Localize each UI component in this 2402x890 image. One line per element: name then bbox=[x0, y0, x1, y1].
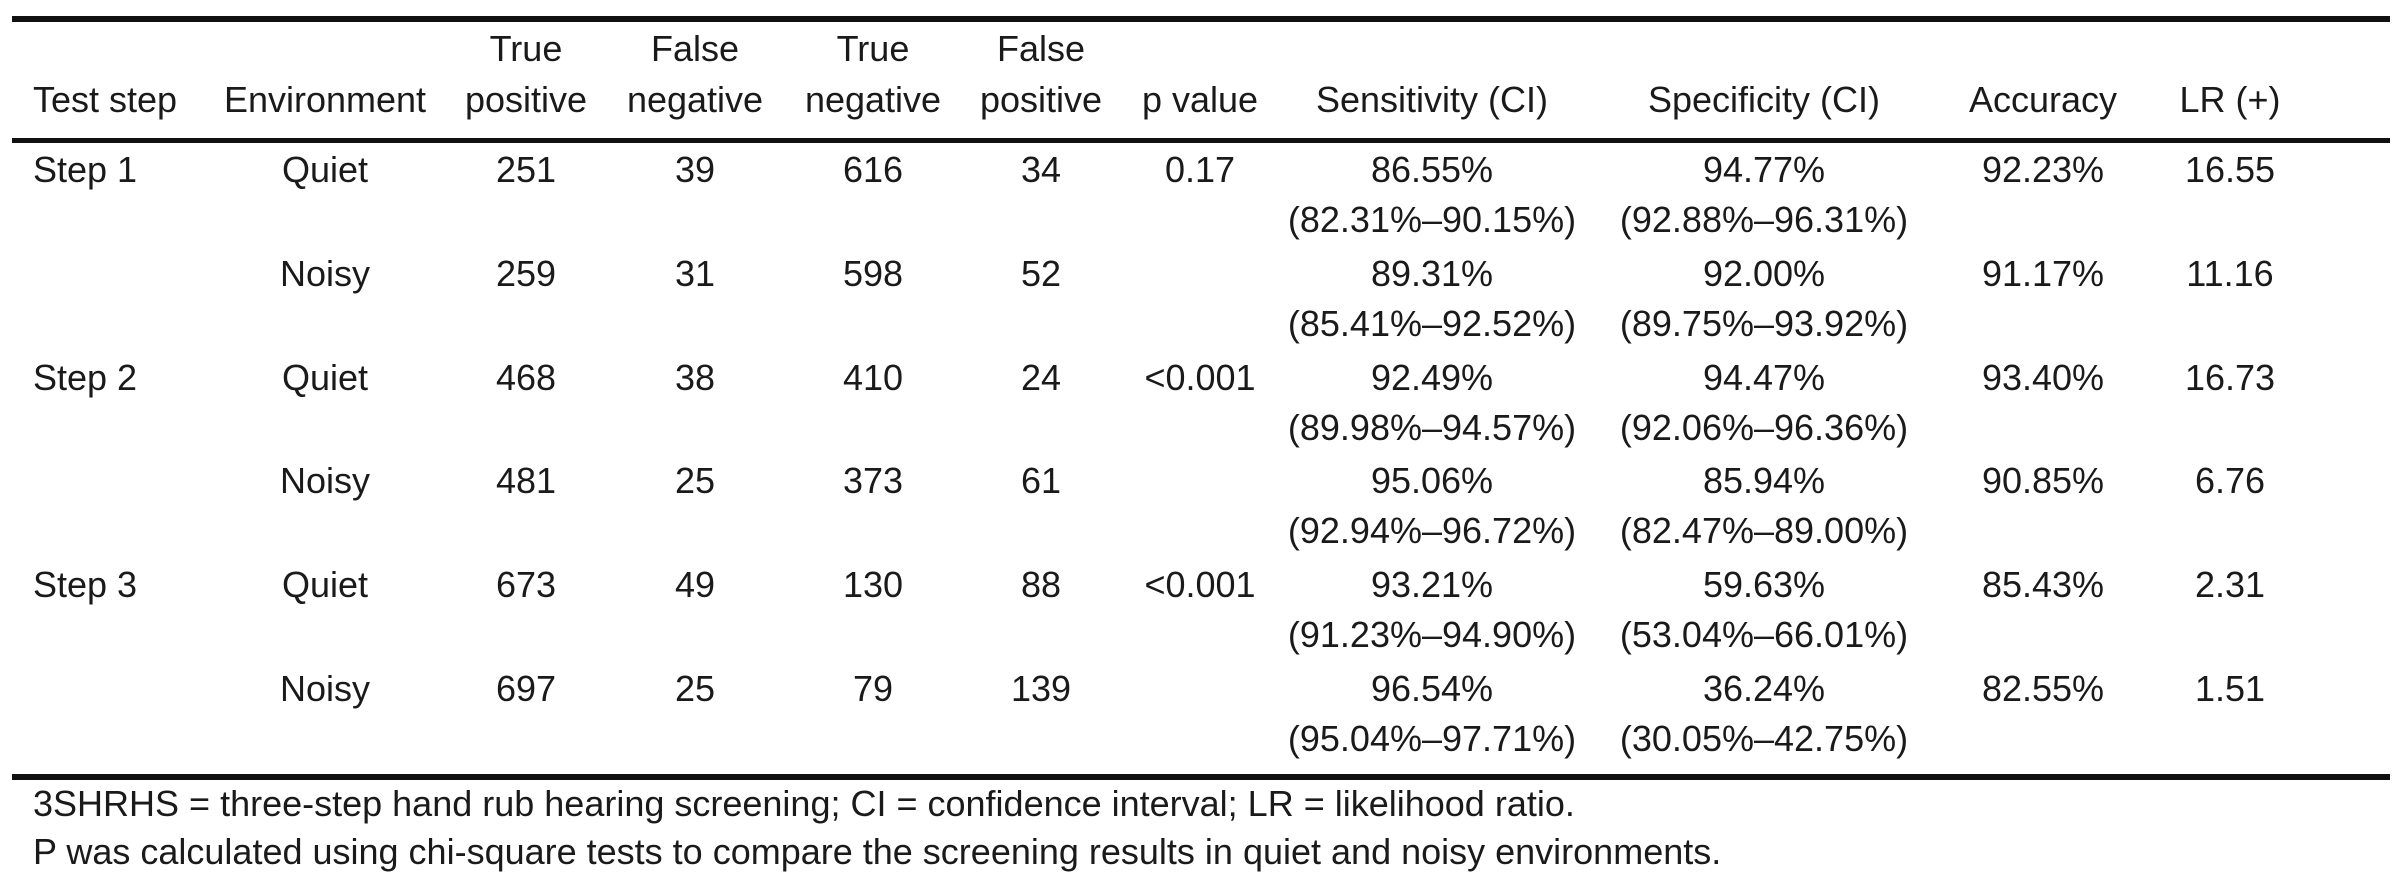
row-0-sensitivity: 86.55% bbox=[1370, 149, 1494, 190]
header-true-positive-line2: positive bbox=[464, 79, 588, 120]
row-5-true-positive: 697 bbox=[495, 668, 557, 709]
header-false-positive-line1: False bbox=[996, 28, 1086, 69]
row-3-environment: Noisy bbox=[279, 460, 371, 501]
row-3-accuracy: 90.85% bbox=[1981, 460, 2105, 501]
header-accuracy: Accuracy bbox=[1968, 79, 2118, 120]
row-4-p-value: <0.001 bbox=[1144, 564, 1256, 605]
row-1-specificity-ci: (89.75%–93.92%) bbox=[1619, 303, 1909, 344]
row-4-accuracy: 85.43% bbox=[1981, 564, 2105, 605]
row-0-environment: Quiet bbox=[281, 149, 369, 190]
row-4-sensitivity-ci: (91.23%–94.90%) bbox=[1287, 614, 1577, 655]
top-rule bbox=[12, 16, 2390, 22]
row-2-true-positive: 468 bbox=[495, 357, 557, 398]
bottom-rule bbox=[12, 774, 2390, 780]
row-5-sensitivity-ci: (95.04%–97.71%) bbox=[1287, 718, 1577, 759]
row-5-false-negative: 25 bbox=[674, 668, 716, 709]
header-p-value: p value bbox=[1141, 79, 1259, 120]
row-3-sensitivity-ci: (92.94%–96.72%) bbox=[1287, 510, 1577, 551]
row-2-environment: Quiet bbox=[281, 357, 369, 398]
row-2-sensitivity: 92.49% bbox=[1370, 357, 1494, 398]
header-true-negative-line2: negative bbox=[804, 79, 942, 120]
row-4-environment: Quiet bbox=[281, 564, 369, 605]
header-true-positive-line1: True bbox=[489, 28, 563, 69]
row-0-true-positive: 251 bbox=[495, 149, 557, 190]
row-4-sensitivity: 93.21% bbox=[1370, 564, 1494, 605]
row-2-false-negative: 38 bbox=[674, 357, 716, 398]
header-environment: Environment bbox=[223, 79, 427, 120]
row-5-specificity-ci: (30.05%–42.75%) bbox=[1619, 718, 1909, 759]
row-2-false-positive: 24 bbox=[1020, 357, 1062, 398]
row-1-specificity: 92.00% bbox=[1702, 253, 1826, 294]
row-4-specificity: 59.63% bbox=[1702, 564, 1826, 605]
row-0-lr: 16.55 bbox=[2184, 149, 2276, 190]
row-3-lr: 6.76 bbox=[2194, 460, 2266, 501]
row-5-false-positive: 139 bbox=[1010, 668, 1072, 709]
row-1-true-negative: 598 bbox=[842, 253, 904, 294]
row-1-environment: Noisy bbox=[279, 253, 371, 294]
row-1-false-negative: 31 bbox=[674, 253, 716, 294]
footnote-p-value: P was calculated using chi-square tests … bbox=[33, 831, 1722, 872]
row-0-false-positive: 34 bbox=[1020, 149, 1062, 190]
header-true-negative-line1: True bbox=[836, 28, 910, 69]
row-0-false-negative: 39 bbox=[674, 149, 716, 190]
header-rule bbox=[12, 138, 2390, 143]
row-1-false-positive: 52 bbox=[1020, 253, 1062, 294]
row-2-sensitivity-ci: (89.98%–94.57%) bbox=[1287, 407, 1577, 448]
row-0-p-value: 0.17 bbox=[1164, 149, 1236, 190]
row-3-true-positive: 481 bbox=[495, 460, 557, 501]
row-0-specificity: 94.77% bbox=[1702, 149, 1826, 190]
row-0-accuracy: 92.23% bbox=[1981, 149, 2105, 190]
row-0-step: Step 1 bbox=[33, 149, 138, 190]
row-5-environment: Noisy bbox=[279, 668, 371, 709]
row-3-true-negative: 373 bbox=[842, 460, 904, 501]
row-5-specificity: 36.24% bbox=[1702, 668, 1826, 709]
row-4-specificity-ci: (53.04%–66.01%) bbox=[1619, 614, 1909, 655]
row-1-sensitivity-ci: (85.41%–92.52%) bbox=[1287, 303, 1577, 344]
row-2-true-negative: 410 bbox=[842, 357, 904, 398]
row-4-step: Step 3 bbox=[33, 564, 138, 605]
row-3-false-negative: 25 bbox=[674, 460, 716, 501]
row-0-sensitivity-ci: (82.31%–90.15%) bbox=[1287, 199, 1577, 240]
row-3-sensitivity: 95.06% bbox=[1370, 460, 1494, 501]
row-3-specificity-ci: (82.47%–89.00%) bbox=[1619, 510, 1909, 551]
header-false-positive-line2: positive bbox=[979, 79, 1103, 120]
row-5-sensitivity: 96.54% bbox=[1370, 668, 1494, 709]
row-4-true-negative: 130 bbox=[842, 564, 904, 605]
row-5-true-negative: 79 bbox=[852, 668, 894, 709]
row-1-accuracy: 91.17% bbox=[1981, 253, 2105, 294]
header-specificity: Specificity (CI) bbox=[1647, 79, 1881, 120]
row-2-lr: 16.73 bbox=[2184, 357, 2276, 398]
header-lr: LR (+) bbox=[2179, 79, 2281, 120]
row-5-accuracy: 82.55% bbox=[1981, 668, 2105, 709]
header-false-negative-line1: False bbox=[650, 28, 740, 69]
header-sensitivity: Sensitivity (CI) bbox=[1315, 79, 1549, 120]
header-test-step: Test step bbox=[33, 79, 178, 120]
row-4-lr: 2.31 bbox=[2194, 564, 2266, 605]
row-4-false-positive: 88 bbox=[1020, 564, 1062, 605]
header-false-negative-line2: negative bbox=[626, 79, 764, 120]
row-3-specificity: 85.94% bbox=[1702, 460, 1826, 501]
row-2-specificity-ci: (92.06%–96.36%) bbox=[1619, 407, 1909, 448]
row-2-p-value: <0.001 bbox=[1144, 357, 1256, 398]
footnote-abbreviations: 3SHRHS = three-step hand rub hearing scr… bbox=[33, 783, 1575, 824]
row-0-true-negative: 616 bbox=[842, 149, 904, 190]
row-3-false-positive: 61 bbox=[1020, 460, 1062, 501]
row-4-false-negative: 49 bbox=[674, 564, 716, 605]
row-0-specificity-ci: (92.88%–96.31%) bbox=[1619, 199, 1909, 240]
row-5-lr: 1.51 bbox=[2194, 668, 2266, 709]
row-4-true-positive: 673 bbox=[495, 564, 557, 605]
row-2-specificity: 94.47% bbox=[1702, 357, 1826, 398]
row-2-step: Step 2 bbox=[33, 357, 138, 398]
row-1-true-positive: 259 bbox=[495, 253, 557, 294]
row-2-accuracy: 93.40% bbox=[1981, 357, 2105, 398]
row-1-lr: 11.16 bbox=[2186, 253, 2274, 294]
row-1-sensitivity: 89.31% bbox=[1370, 253, 1494, 294]
